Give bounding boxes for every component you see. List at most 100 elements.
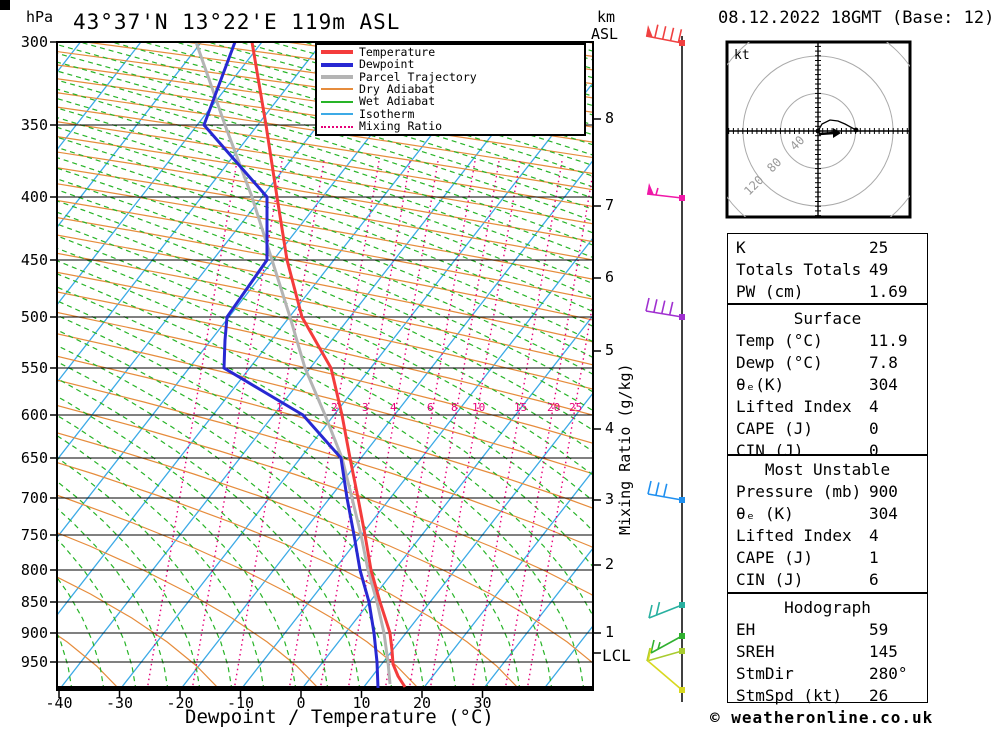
legend-label: Dry Adiabat xyxy=(359,81,436,96)
table-row: θₑ (K) 304 xyxy=(728,503,927,525)
mixing-ratio-line xyxy=(429,157,522,689)
km-tick-label: 8 xyxy=(605,109,615,127)
storm-motion-arrowhead xyxy=(833,128,841,138)
dry-adiabat-line xyxy=(58,92,592,174)
table-row-label: EH xyxy=(736,620,756,639)
table-row: StmSpd (kt) 26 xyxy=(728,685,927,707)
pressure-tick-label: 800 xyxy=(20,561,48,579)
temperature-tick-label: -30 xyxy=(105,694,134,712)
temperature-axis-title: Dewpoint / Temperature (°C) xyxy=(185,706,494,728)
table-row-value: 304 xyxy=(869,375,898,394)
wet-adiabat-line xyxy=(58,345,425,689)
table-row-value: 1 xyxy=(869,548,879,567)
table-row-label: CAPE (J) xyxy=(736,419,814,438)
mixing-ratio-value-label: 2 xyxy=(331,401,338,414)
mixing-ratio-value-label: 6 xyxy=(427,401,434,414)
wet-adiabat-line xyxy=(58,329,457,689)
table-row: EH 59 xyxy=(728,619,927,641)
table-row-label: SREH xyxy=(736,642,775,661)
wind-barb xyxy=(647,647,685,693)
wet-adiabat-line xyxy=(58,378,361,689)
table-row-value: 26 xyxy=(869,686,889,705)
legend-item: Parcel Trajectory xyxy=(317,71,584,83)
table-row: Temp (°C) 11.9 xyxy=(728,330,927,352)
hodograph-dot xyxy=(853,127,859,133)
dry-adiabat-line xyxy=(58,432,592,664)
hodograph-unit-label: kt xyxy=(734,48,750,63)
legend-label: Mixing Ratio xyxy=(359,119,443,134)
temperature-tick-label: 20 xyxy=(412,694,432,712)
table-row-label: Temp (°C) xyxy=(736,331,823,350)
pressure-tick-label: 300 xyxy=(20,33,48,51)
pressure-tick-label: 450 xyxy=(20,251,48,269)
hodograph-table: Hodograph EH 59 SREH 145 StmDir 280° StmSpd (kt… xyxy=(727,593,928,705)
mixing-ratio-value-label: 10 xyxy=(472,401,486,414)
hodograph-dot xyxy=(815,128,821,134)
pressure-tick-label: 750 xyxy=(20,526,48,544)
table-row-label: θₑ (K) xyxy=(736,504,794,523)
wind-barb-full xyxy=(650,639,655,654)
table-title: Surface xyxy=(793,309,862,328)
table-row: CAPE (J) 1 xyxy=(728,547,927,569)
wind-barb-full xyxy=(661,26,667,40)
wind-barb-full xyxy=(669,27,675,41)
wind-barb-column xyxy=(645,24,685,702)
wind-barb-pennant xyxy=(646,25,653,38)
wind-barb xyxy=(648,601,685,619)
wind-barb-staff xyxy=(645,35,683,44)
table-row-value: 11.9 xyxy=(869,331,908,350)
table-row-label: PW (cm) xyxy=(736,282,804,301)
wet-adiabat-line xyxy=(58,189,592,431)
dry-adiabat-line xyxy=(58,106,592,191)
legend-item: Isotherm xyxy=(317,108,584,120)
table-row: CIN (J) 6 xyxy=(728,569,927,591)
table-row-label: StmSpd (kt) xyxy=(736,686,842,705)
temperature-tick-label: 10 xyxy=(352,694,371,712)
legend-label: Dewpoint xyxy=(359,57,415,72)
wind-barb-staff xyxy=(648,604,683,619)
table-row-value: 4 xyxy=(869,526,879,545)
table-row-value: 6 xyxy=(869,570,879,589)
sounding-curves xyxy=(194,43,407,689)
temperature-tick-label: -40 xyxy=(45,694,73,712)
wet-adiabat-line xyxy=(112,43,592,188)
table-row-value: 0 xyxy=(869,441,879,460)
mixing-ratio-value-label: 4 xyxy=(390,401,397,414)
wet-adiabat-line xyxy=(80,43,592,199)
table-row-value: 280° xyxy=(869,664,908,683)
legend-swatch xyxy=(321,88,353,91)
wet-adiabat-line xyxy=(58,70,592,246)
legend-label: Temperature xyxy=(359,44,436,59)
temperature-tick-label: 30 xyxy=(473,694,492,712)
wet-adiabat-line xyxy=(58,577,105,689)
table-row-label: Lifted Index xyxy=(736,526,852,545)
wet-adiabat-line xyxy=(58,44,592,210)
pressure-grid xyxy=(50,41,601,698)
pressure-tick-label: 850 xyxy=(20,593,48,611)
table-row-value: 59 xyxy=(869,620,889,639)
pressure-tick-label: 400 xyxy=(20,188,48,206)
run-date: 08.12.2022 18GMT (Base: 12) xyxy=(718,8,995,28)
isotherm-line xyxy=(240,238,592,689)
km-tick-label: 3 xyxy=(605,490,615,508)
wet-adiabat-line xyxy=(58,415,297,689)
wet-adiabat-line xyxy=(58,52,592,222)
wet-adiabat-line xyxy=(58,457,233,689)
legend-item: Temperature xyxy=(317,46,584,58)
storm-motion-vector xyxy=(818,131,835,136)
table-row-label: Lifted Index xyxy=(736,397,852,416)
dry-adiabat-line xyxy=(58,379,592,548)
pressure-tick-label: 650 xyxy=(20,449,48,467)
pressure-tick-label: 350 xyxy=(20,116,48,134)
table-row-label: θₑ(K) xyxy=(736,375,785,394)
wet-adiabat-line xyxy=(58,147,592,358)
wind-barb-staff xyxy=(645,310,683,318)
table-row-value: 304 xyxy=(869,504,898,523)
dry-adiabat-line xyxy=(58,494,420,689)
isotherm-line xyxy=(58,43,444,538)
dry-adiabat-line xyxy=(58,136,592,225)
wind-barb-staff xyxy=(647,660,683,691)
temperature-tick-label: 0 xyxy=(296,694,306,712)
